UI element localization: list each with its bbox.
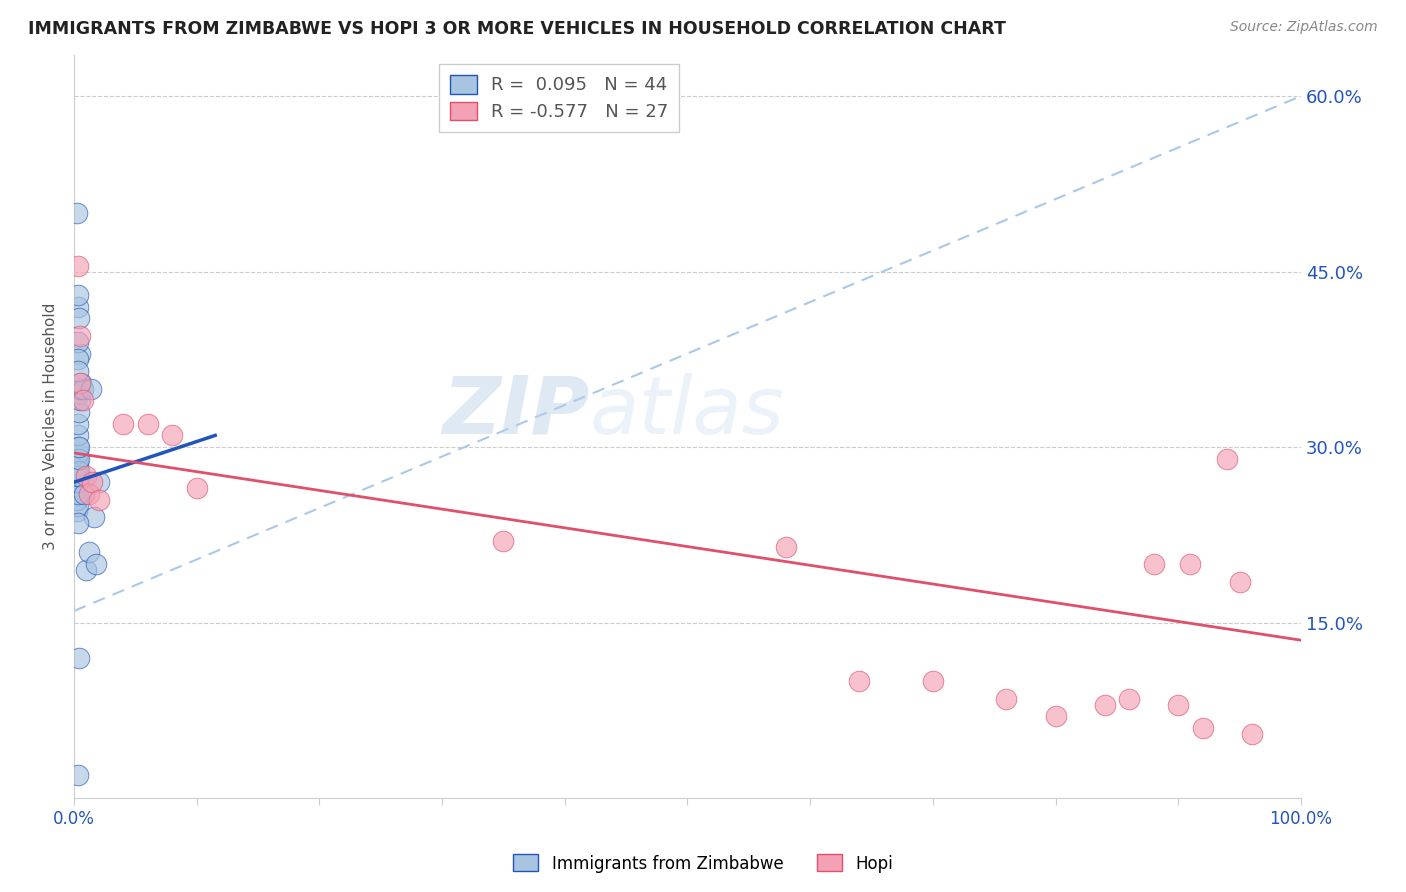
Point <box>1216 451 1239 466</box>
Point <box>69 329 91 343</box>
Point <box>67 311 90 326</box>
Point <box>67 405 90 419</box>
Point <box>67 463 90 477</box>
Point <box>1045 709 1067 723</box>
Point <box>65 475 87 490</box>
Point <box>1180 557 1202 571</box>
Legend: Immigrants from Zimbabwe, Hopi: Immigrants from Zimbabwe, Hopi <box>506 847 900 880</box>
Point <box>1240 727 1263 741</box>
Point <box>84 557 107 571</box>
Point <box>87 475 110 490</box>
Legend: R =  0.095   N = 44, R = -0.577   N = 27: R = 0.095 N = 44, R = -0.577 N = 27 <box>439 64 679 132</box>
Point <box>65 492 87 507</box>
Text: IMMIGRANTS FROM ZIMBABWE VS HOPI 3 OR MORE VEHICLES IN HOUSEHOLD CORRELATION CHA: IMMIGRANTS FROM ZIMBABWE VS HOPI 3 OR MO… <box>28 20 1007 37</box>
Point <box>66 469 89 483</box>
Point <box>1118 691 1140 706</box>
Point <box>66 364 89 378</box>
Point <box>1167 698 1189 712</box>
Point <box>66 516 89 531</box>
Point <box>65 504 87 518</box>
Point <box>921 674 943 689</box>
Point <box>70 376 93 390</box>
Point <box>1229 574 1251 589</box>
Point <box>69 393 91 408</box>
Point <box>69 376 91 390</box>
Point <box>66 352 89 367</box>
Point <box>66 259 89 273</box>
Point <box>65 206 87 220</box>
Point <box>67 469 90 483</box>
Point <box>87 492 110 507</box>
Y-axis label: 3 or more Vehicles in Household: 3 or more Vehicles in Household <box>44 303 58 550</box>
Point <box>77 487 100 501</box>
Point <box>492 533 515 548</box>
Point <box>67 650 90 665</box>
Point <box>66 300 89 314</box>
Point <box>775 540 797 554</box>
Point <box>65 481 87 495</box>
Text: Source: ZipAtlas.com: Source: ZipAtlas.com <box>1230 20 1378 34</box>
Point <box>66 487 89 501</box>
Point <box>1143 557 1166 571</box>
Point <box>69 382 91 396</box>
Text: atlas: atlas <box>589 373 785 450</box>
Text: ZIP: ZIP <box>441 373 589 450</box>
Point <box>75 563 97 577</box>
Point <box>66 463 89 477</box>
Point <box>65 469 87 483</box>
Point <box>83 510 105 524</box>
Point <box>66 334 89 349</box>
Point <box>66 288 89 302</box>
Point <box>1191 721 1213 735</box>
Point <box>66 428 89 442</box>
Point <box>72 382 94 396</box>
Point <box>77 545 100 559</box>
Point <box>82 475 104 490</box>
Point <box>67 387 90 401</box>
Point <box>72 393 94 408</box>
Point <box>66 440 89 454</box>
Point <box>1094 698 1116 712</box>
Point <box>112 417 135 431</box>
Point <box>75 469 97 483</box>
Point <box>848 674 870 689</box>
Point <box>67 451 90 466</box>
Point <box>186 481 208 495</box>
Point <box>66 451 89 466</box>
Point <box>67 440 90 454</box>
Point <box>73 487 96 501</box>
Point <box>995 691 1018 706</box>
Point <box>136 417 159 431</box>
Point <box>66 475 89 490</box>
Point <box>162 428 184 442</box>
Point <box>80 382 103 396</box>
Point <box>66 499 89 513</box>
Point <box>66 417 89 431</box>
Point <box>66 446 89 460</box>
Point <box>66 768 89 782</box>
Point <box>69 346 91 360</box>
Point <box>66 458 89 472</box>
